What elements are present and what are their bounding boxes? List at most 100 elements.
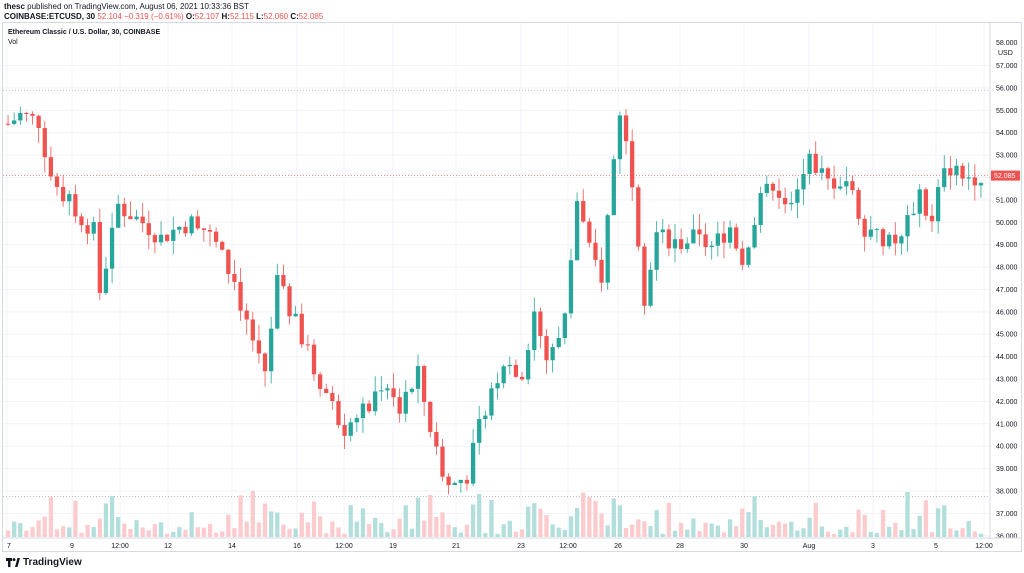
candle-body (146, 223, 151, 236)
volume-bar (177, 527, 182, 537)
volume-bar (929, 532, 935, 537)
x-tick-label: 16 (293, 543, 301, 550)
volume-bar (526, 506, 531, 537)
volume-bar (868, 531, 873, 537)
volume-bar (709, 523, 714, 537)
volume-bar (470, 504, 476, 537)
volume-bar (171, 531, 176, 537)
volume-bar (880, 509, 886, 537)
volume-bar (703, 522, 708, 537)
volume-bar (128, 528, 133, 537)
candle-body (195, 216, 200, 229)
tradingview-footer: TradingView (6, 557, 82, 568)
volume-bar (244, 521, 249, 537)
volume-bar (440, 512, 445, 537)
candle-body (532, 311, 537, 351)
candle-body (789, 202, 794, 205)
volume-bar (660, 533, 665, 537)
candle-body (299, 313, 304, 345)
candle-body (79, 216, 84, 226)
x-tick-label: 7 (7, 543, 11, 550)
chart-legend-title: Ethereum Classic / U.S. Dollar, 30, COIN… (8, 29, 161, 36)
candle-body (385, 388, 390, 391)
volume-bar (85, 524, 90, 537)
candle-body (727, 227, 733, 243)
volume-bar (67, 527, 72, 537)
candle-body (220, 241, 225, 250)
candle-body (648, 269, 653, 306)
candle-body (526, 350, 531, 380)
x-tick-label: 23 (517, 543, 525, 550)
candle-body (899, 236, 904, 244)
last-price-tag (991, 170, 1020, 181)
volume-bar (899, 530, 904, 537)
candle-body (373, 391, 378, 412)
volume-bar (397, 518, 402, 537)
y-tick-label: 37.000 (996, 511, 1018, 518)
volume-bar (91, 527, 96, 537)
candle-body (342, 425, 347, 436)
volume-bar (556, 527, 561, 537)
volume-bar (942, 505, 947, 537)
candle-body (201, 228, 207, 230)
candle-body (30, 113, 35, 116)
candle-body (715, 233, 720, 246)
volume-bar (581, 492, 586, 537)
candle-body (972, 177, 977, 186)
candle-body (630, 141, 635, 188)
candle-body (213, 231, 219, 242)
volume-bar (152, 524, 158, 537)
volume-bar (935, 508, 941, 537)
candle-body (917, 189, 922, 214)
volume-bar (226, 514, 231, 537)
candle-body (269, 328, 274, 372)
volume-bar (776, 521, 782, 537)
candle-body (550, 347, 555, 361)
volume-bar (887, 526, 892, 537)
volume-bar (256, 522, 262, 537)
volume-bar (850, 532, 855, 537)
candle-body (697, 229, 702, 235)
candle-body (856, 190, 861, 219)
candle-body (978, 182, 984, 186)
volume-bar (532, 503, 537, 537)
volume-bar (734, 526, 739, 537)
volume-bar (544, 515, 549, 537)
candle-body (48, 157, 54, 177)
candle-body (825, 168, 831, 179)
candle-body (103, 268, 109, 293)
candle-body (654, 232, 659, 270)
candle-body (954, 165, 959, 176)
candle-body (617, 115, 623, 160)
candle-body (440, 446, 445, 477)
volume-bar (513, 531, 519, 537)
candle-body (850, 181, 855, 191)
candle-body (171, 229, 176, 241)
volume-bar (42, 516, 47, 537)
volume-bar (642, 521, 647, 537)
volume-bar (611, 498, 616, 537)
candle-body (838, 186, 843, 189)
open-label: O: (185, 12, 195, 21)
y-tick-label: 46.000 (996, 309, 1018, 316)
candle-body (495, 383, 500, 389)
volume-bar (354, 521, 359, 537)
candle-body (562, 313, 568, 339)
volume-bar (807, 517, 812, 537)
close-label: C: (290, 12, 299, 21)
chart-frame[interactable] (2, 22, 1022, 552)
candle-body (935, 187, 941, 222)
volume-bar (213, 532, 219, 537)
candle-body (776, 190, 782, 198)
volume-bar (134, 520, 139, 537)
candle-body (672, 239, 678, 249)
candle-body (734, 227, 739, 249)
volume-bar (819, 526, 824, 537)
volume-bar (421, 520, 427, 537)
volume-bar (446, 524, 451, 537)
volume-bar (220, 531, 225, 537)
volume-bar (458, 532, 463, 537)
volume-bar (782, 523, 788, 537)
volume-bar (789, 521, 794, 537)
